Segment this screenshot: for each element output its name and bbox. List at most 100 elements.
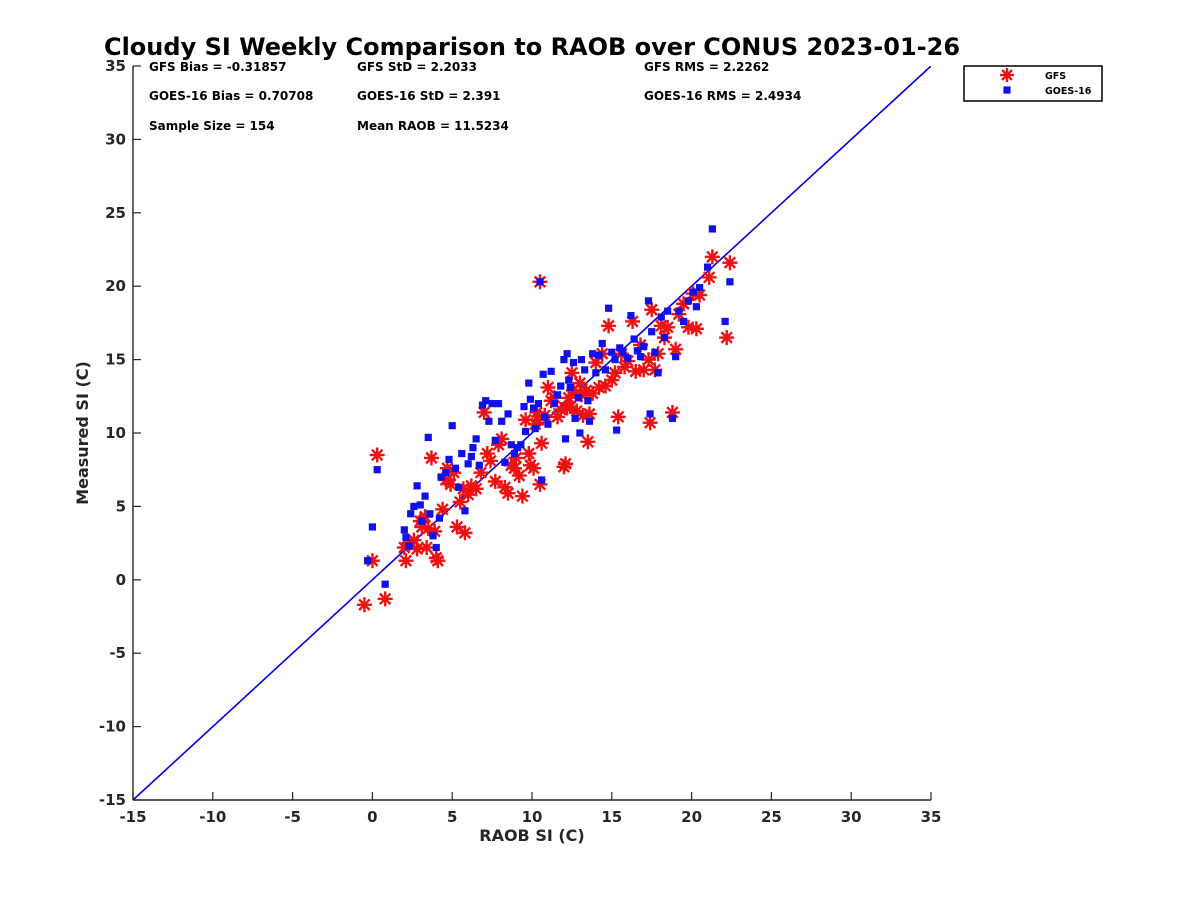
goes16-point	[576, 429, 584, 437]
gfs-point	[500, 485, 516, 501]
goes16-point	[405, 542, 413, 550]
goes16-point	[464, 460, 472, 468]
goes16-point	[368, 523, 376, 531]
y-tick-label: 10	[105, 424, 126, 442]
goes16-point	[451, 464, 459, 472]
goes16-point	[501, 458, 509, 466]
gfs-point	[430, 553, 446, 569]
goes16-point	[418, 517, 426, 525]
legend-label-gfs: GFS	[1045, 71, 1066, 82]
y-tick-label: 5	[116, 497, 126, 515]
y-tick-label: 25	[105, 204, 126, 222]
gfs-point	[588, 355, 604, 371]
goes16-point	[448, 422, 456, 430]
y-tick-label: 15	[105, 351, 126, 369]
gfs-point	[572, 375, 588, 391]
goes16-point	[624, 354, 632, 362]
gfs-point	[473, 465, 489, 481]
goes16-point	[585, 417, 594, 425]
goes16-point	[504, 410, 512, 418]
goes16-point	[648, 328, 656, 336]
goes16-point	[565, 376, 573, 384]
goes16-series	[364, 225, 734, 588]
x-tick-label: 30	[841, 808, 862, 826]
x-tick-label: -15	[119, 808, 146, 826]
goes16-point	[553, 391, 562, 399]
x-tick-label: 0	[367, 808, 377, 826]
x-tick-label: 25	[761, 808, 782, 826]
goes16-point	[526, 395, 535, 403]
goes16-point	[589, 350, 597, 358]
goes16-point	[574, 394, 582, 402]
goes16-point	[400, 526, 408, 534]
goes16-point	[563, 350, 571, 358]
x-tick-label: -5	[284, 808, 301, 826]
goes16-point	[633, 347, 641, 355]
goes16-point	[541, 413, 549, 421]
goes16-point	[525, 379, 533, 387]
goes16-point	[426, 510, 434, 518]
goes16-point	[467, 452, 475, 461]
goes16-point	[654, 369, 662, 377]
stat-label: GOES-16 RMS = 2.4934	[644, 89, 801, 103]
x-tick-label: 20	[681, 808, 702, 826]
goes16-point	[517, 441, 525, 449]
one-to-one-line	[133, 66, 931, 800]
goes16-point	[469, 444, 477, 452]
x-tick-label: 5	[447, 808, 457, 826]
goes16-point	[592, 369, 600, 377]
goes16-point	[561, 435, 570, 443]
gfs-point	[423, 450, 439, 466]
goes16-point	[605, 304, 613, 312]
goes16-point	[695, 284, 704, 292]
y-tick-label: 30	[105, 130, 126, 148]
goes16-point	[569, 358, 578, 367]
gfs-point	[526, 460, 542, 476]
stat-label: GFS StD = 2.2033	[357, 60, 477, 74]
goes16-point	[529, 404, 538, 412]
goes16-point	[672, 353, 680, 361]
goes16-point	[616, 344, 624, 352]
y-tick-label: -10	[99, 718, 126, 736]
goes16-point	[566, 383, 574, 392]
goes16-point	[721, 317, 729, 326]
gfs-point	[540, 379, 556, 395]
gfs-point	[369, 447, 385, 463]
goes16-point	[488, 400, 496, 408]
goes16-point	[680, 317, 688, 326]
gfs-point	[610, 409, 626, 425]
goes16-point	[461, 507, 469, 515]
gfs-point	[719, 330, 735, 346]
goes16-point	[668, 414, 677, 422]
goes16-point	[520, 402, 528, 411]
goes16-point	[373, 466, 381, 474]
y-tick-label: 0	[116, 571, 126, 589]
goes16-point	[577, 356, 586, 364]
goes16-point	[703, 263, 712, 271]
goes16-point	[482, 397, 490, 405]
legend-box	[963, 65, 1103, 102]
goes16-point	[689, 288, 697, 296]
y-tick-label: -15	[99, 791, 126, 809]
goes16-point	[598, 339, 606, 348]
goes16-point	[442, 469, 450, 477]
gfs-point	[580, 434, 596, 450]
x-tick-label: 35	[921, 808, 942, 826]
gfs-point	[398, 553, 414, 569]
goes16-point	[550, 400, 558, 408]
goes16-point	[454, 483, 463, 491]
gfs-point	[642, 415, 658, 431]
goes16-point	[531, 424, 539, 433]
gfs-point	[356, 597, 372, 613]
stat-label: Sample Size = 154	[149, 119, 275, 133]
legend-goes16-marker	[1003, 86, 1011, 94]
stat-label: GOES-16 StD = 2.391	[357, 89, 500, 103]
stats-panel: GFS Bias = -0.31857 GFS StD = 2.2033 GFS R…	[149, 60, 801, 133]
stat-label: GOES-16 Bias = 0.70708	[149, 89, 313, 103]
gfs-point	[468, 481, 484, 497]
goes16-point	[402, 533, 410, 541]
y-tick-label: -5	[109, 644, 126, 662]
gfs-point	[460, 487, 476, 503]
gfs-point	[644, 302, 660, 318]
goes16-point	[410, 502, 418, 510]
